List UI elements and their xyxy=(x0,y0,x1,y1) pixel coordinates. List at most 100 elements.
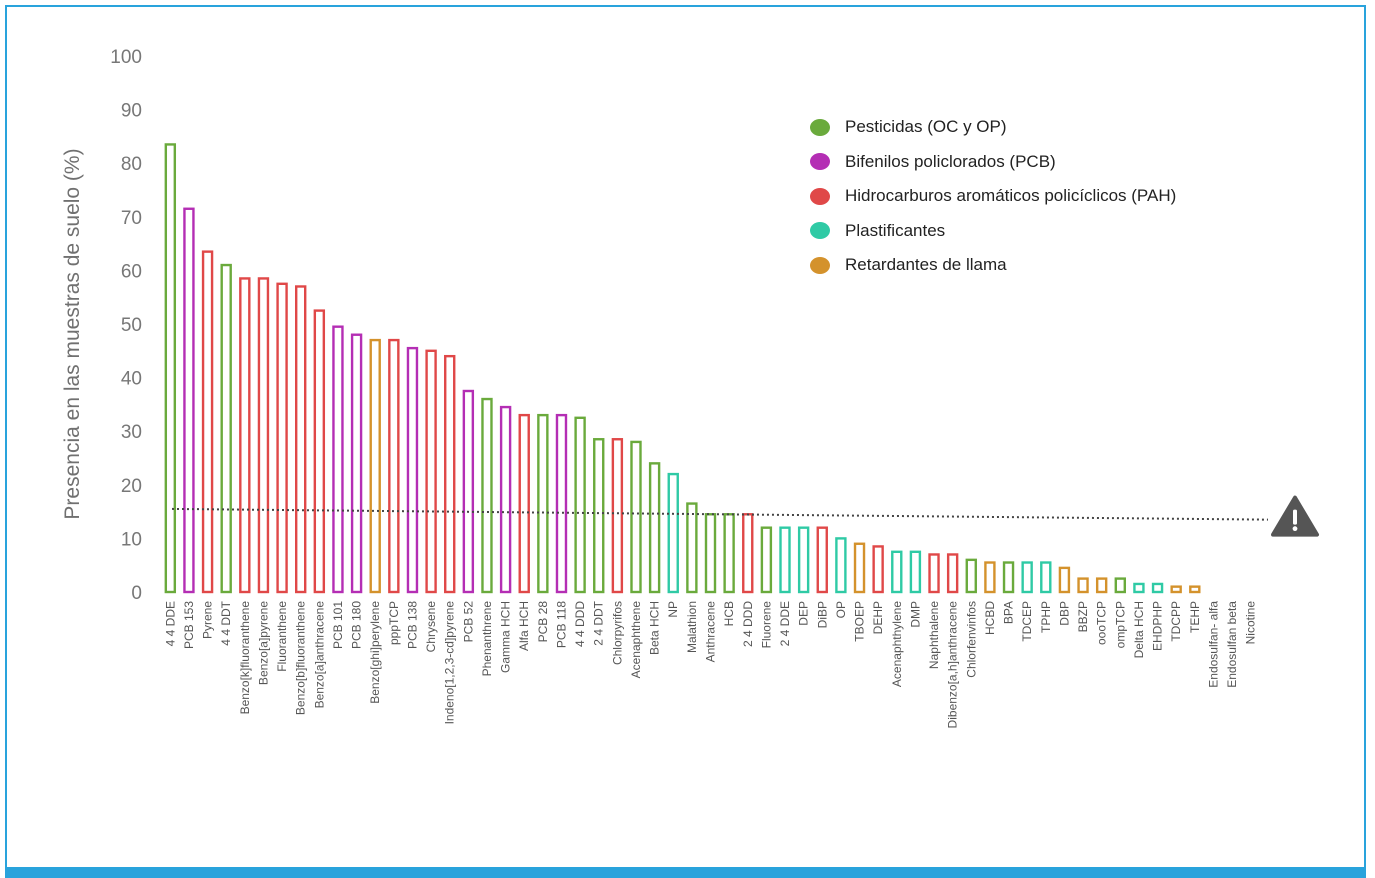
x-tick-label: PCB 118 xyxy=(554,601,568,648)
x-tick-label: PCB 180 xyxy=(350,601,364,649)
x-tick-label: Benzo[a]pyrene xyxy=(256,601,270,685)
x-tick-label: DEHP xyxy=(871,601,885,634)
x-tick-label: Phenanthrene xyxy=(480,601,494,677)
bar xyxy=(1040,561,1052,594)
bar xyxy=(555,413,568,594)
bar xyxy=(1002,561,1015,594)
bar xyxy=(704,513,717,594)
bar xyxy=(872,545,884,594)
bar xyxy=(984,561,996,594)
x-tick-label: Fluorene xyxy=(759,601,773,649)
x-tick-label: Endosulfan- alfa xyxy=(1206,601,1220,688)
bottom-accent-bar xyxy=(5,867,1366,878)
x-tick-label: 4 4 DDD xyxy=(573,601,587,647)
bar xyxy=(183,207,195,594)
bar xyxy=(369,338,381,594)
x-tick-label: pppTCP xyxy=(387,601,401,645)
bar xyxy=(1189,585,1201,594)
legend-item-retardantes: Retardantes de llama xyxy=(810,248,1230,283)
bar xyxy=(444,354,456,594)
bar xyxy=(239,277,251,594)
bar xyxy=(723,513,735,594)
x-tick-label: DBP xyxy=(1057,601,1071,626)
x-tick-label: 4 4 DDT xyxy=(219,600,233,645)
x-tick-label: Benzo[ghi]perylene xyxy=(368,601,382,704)
bar xyxy=(406,346,419,594)
bar xyxy=(1077,577,1089,594)
bar xyxy=(742,513,754,594)
bar xyxy=(332,325,344,594)
x-tick-label: EHDPHP xyxy=(1151,601,1165,651)
y-tick-label: 60 xyxy=(121,261,142,282)
bar xyxy=(313,309,326,594)
x-tick-label: OP xyxy=(834,601,848,618)
x-tick-label: Chlorfenvinfos xyxy=(964,601,978,678)
x-tick-label: BBZP xyxy=(1076,601,1090,632)
warning-triangle-icon xyxy=(1271,495,1319,537)
bars xyxy=(164,143,1201,594)
x-tick-label: PCB 101 xyxy=(331,601,345,649)
x-tick-label: Benzo[b]fluoranthene xyxy=(294,601,308,715)
bar xyxy=(1058,566,1071,594)
y-tick-label: 30 xyxy=(121,422,142,443)
bar xyxy=(574,416,586,594)
bar xyxy=(350,333,363,594)
legend-item-pesticidas: Pesticidas (OC y OP) xyxy=(810,110,1230,145)
bar xyxy=(425,349,437,594)
x-tick-label: TDCPP xyxy=(1169,601,1183,642)
bar xyxy=(816,526,828,594)
x-tick-label: Acenaphthylene xyxy=(890,601,904,687)
x-tick-label: NP xyxy=(666,601,680,618)
bar xyxy=(928,553,940,594)
x-tick-label: Pyrene xyxy=(201,601,215,639)
y-axis-label: Presencia en las muestras de suelo (%) xyxy=(61,148,84,519)
x-tick-label: Delta HCH xyxy=(1132,601,1146,658)
legend-label-plastificantes: Plastificantes xyxy=(845,220,946,240)
bar xyxy=(1021,561,1033,594)
x-tick-label: PCB 138 xyxy=(405,601,419,649)
x-tick-label: TDCEP xyxy=(1020,601,1034,642)
x-tick-label: DiBP xyxy=(815,601,829,628)
bar xyxy=(946,553,959,594)
bar xyxy=(667,472,679,594)
x-tick-label: HCB xyxy=(722,601,736,626)
bar xyxy=(276,282,288,594)
x-tick-label: 4 4 DDE xyxy=(163,601,177,646)
legend-item-pah: Hidrocarburos aromáticos policíclicos (P… xyxy=(810,179,1230,214)
bar xyxy=(220,263,232,594)
bar xyxy=(1170,585,1182,594)
x-tick-label: BPA xyxy=(1002,601,1016,624)
x-tick-label: TEHP xyxy=(1188,601,1202,633)
bar xyxy=(797,526,810,594)
bar xyxy=(630,440,642,594)
y-tick-label: 100 xyxy=(110,47,142,68)
threshold-line xyxy=(171,507,1269,521)
x-tick-label: Anthracene xyxy=(704,601,718,663)
legend-swatch-pah xyxy=(810,187,830,205)
x-tick-label: DMP xyxy=(908,601,922,628)
bar xyxy=(853,542,866,594)
x-tick-label: Alfa HCH xyxy=(517,601,531,651)
y-tick-label: 20 xyxy=(121,476,142,497)
x-tick-label: Chlorpyrifos xyxy=(610,601,624,665)
legend-item-plastificantes: Plastificantes xyxy=(810,214,1230,249)
bar xyxy=(201,250,214,594)
x-tick-label: PCB 52 xyxy=(461,601,475,643)
x-tick-label: Chrysene xyxy=(424,601,438,653)
x-tick-label: Nicotine xyxy=(1244,601,1258,645)
legend-label-pesticidas: Pesticidas (OC y OP) xyxy=(845,117,1007,137)
warning-exclamation-dot xyxy=(1292,526,1298,532)
bar xyxy=(1095,577,1108,594)
x-tick-label: Gamma HCH xyxy=(499,601,513,673)
x-tick-label: Beta HCH xyxy=(648,601,662,655)
y-tick-label: 80 xyxy=(121,154,142,175)
bar xyxy=(760,526,773,594)
bar xyxy=(593,438,605,594)
legend-item-pcb: Bifenilos policlorados (PCB) xyxy=(810,145,1230,180)
x-tick-label: HCBD xyxy=(983,601,997,635)
x-tick-label: 2 4 DDE xyxy=(778,601,792,646)
bar xyxy=(481,397,493,594)
bar xyxy=(835,537,847,594)
bar xyxy=(965,558,977,594)
